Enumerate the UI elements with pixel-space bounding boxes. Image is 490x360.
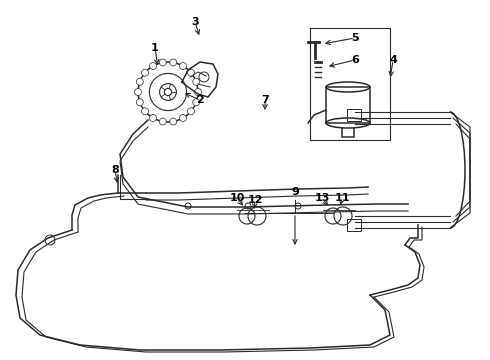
Text: 1: 1 (151, 43, 159, 53)
Circle shape (149, 63, 156, 69)
Text: 8: 8 (111, 165, 119, 175)
Circle shape (142, 108, 148, 115)
Text: 10: 10 (229, 193, 245, 203)
Text: 4: 4 (389, 55, 397, 65)
Circle shape (193, 78, 200, 85)
Text: 6: 6 (351, 55, 359, 65)
Text: 2: 2 (196, 95, 204, 105)
Circle shape (159, 118, 166, 125)
Text: 11: 11 (334, 193, 350, 203)
Circle shape (195, 89, 201, 95)
Circle shape (142, 69, 148, 76)
Text: 13: 13 (314, 193, 330, 203)
Circle shape (179, 114, 187, 121)
Text: 5: 5 (351, 33, 359, 43)
Text: 9: 9 (291, 187, 299, 197)
Bar (326, 87, 370, 123)
Circle shape (136, 99, 143, 106)
Text: 7: 7 (261, 95, 269, 105)
Text: 3: 3 (191, 17, 199, 27)
Circle shape (149, 114, 156, 121)
Bar (347, 109, 361, 121)
Circle shape (188, 69, 195, 76)
Circle shape (170, 59, 177, 66)
Circle shape (193, 99, 200, 106)
Bar (347, 219, 361, 231)
Circle shape (179, 63, 187, 69)
Circle shape (170, 118, 177, 125)
Circle shape (134, 89, 142, 95)
Circle shape (188, 108, 195, 115)
Circle shape (136, 78, 143, 85)
Circle shape (159, 59, 166, 66)
Text: 12: 12 (247, 195, 263, 205)
